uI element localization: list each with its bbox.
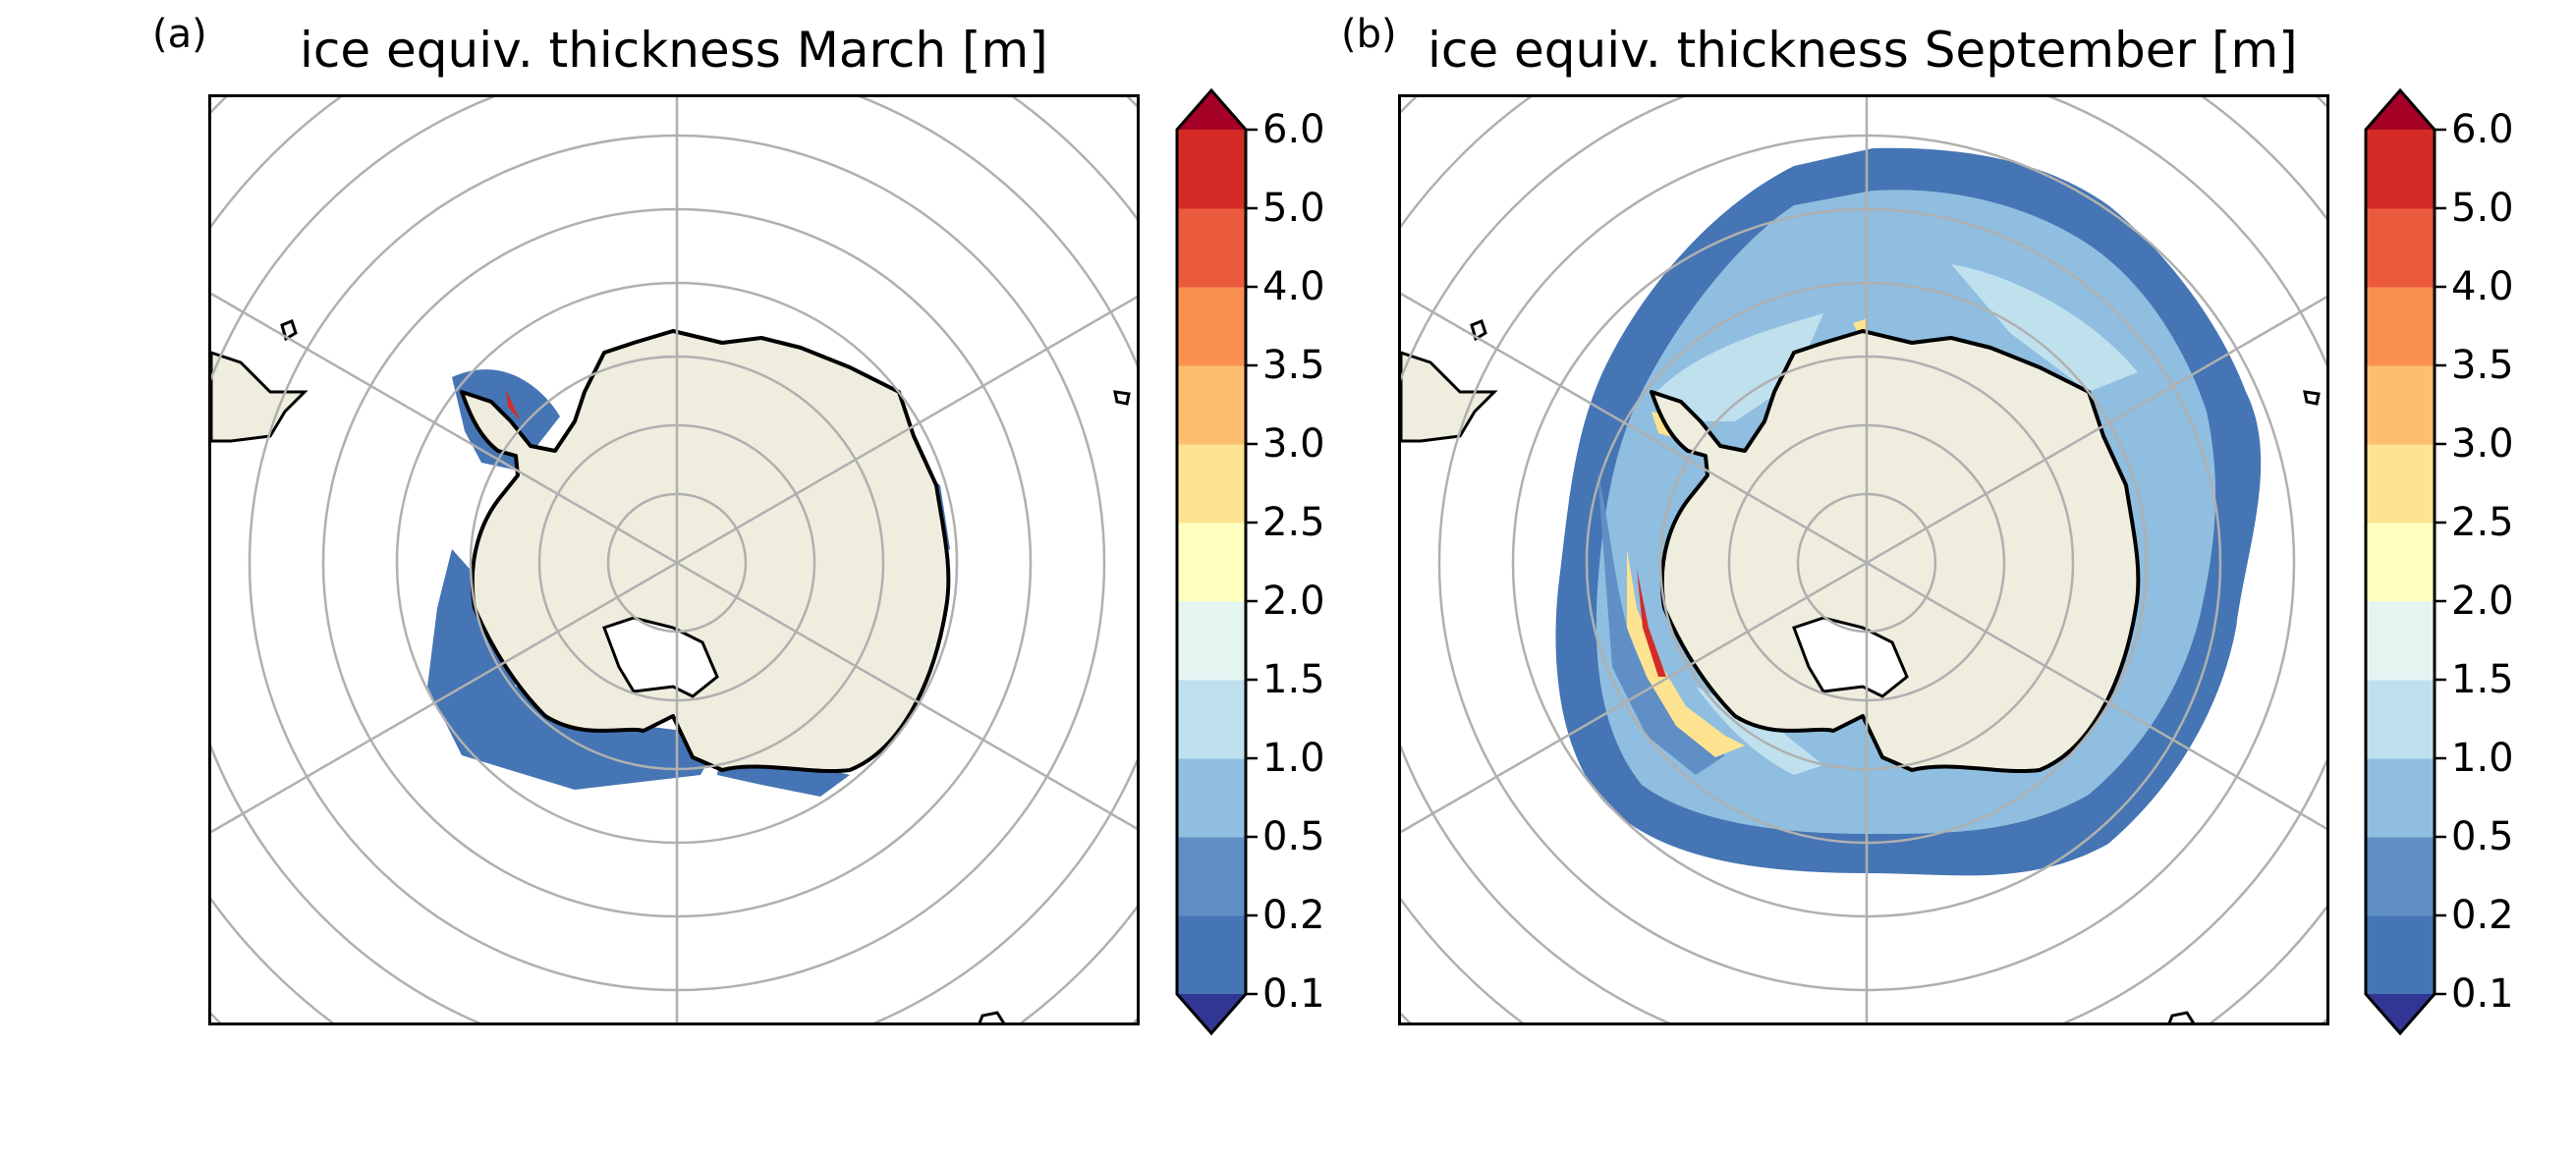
colorbar-segment [1177,287,1246,366]
colorbar-tick-label: 1.0 [2451,736,2514,781]
colorbar-segment [1177,915,1246,995]
colorbar-tick-label: 3.0 [1262,421,1325,467]
graticule [211,97,1137,1022]
colorbar-over-extension [2366,90,2435,130]
colorbar-segment [1177,523,1246,602]
colorbar-tick-label: 0.2 [1262,893,1325,938]
colorbar-segment [1177,837,1246,916]
colorbar-segment [2366,365,2435,445]
colorbar-tick-label: 2.0 [1262,579,1325,624]
other-landmasses [1401,319,2321,1022]
colorbar-tick-label: 2.5 [1262,500,1325,545]
colorbar-tick-label: 1.0 [1262,736,1325,781]
colorbar-segment [2366,287,2435,366]
colorbar-segment [2366,523,2435,602]
panel-a-title: ice equiv. thickness March [m] [300,22,1048,79]
map-september [1398,94,2329,1025]
colorbar-tick-label: 1.5 [2451,657,2514,702]
antarctica-land [460,329,951,774]
colorbar-segment [2366,130,2435,209]
colorbar-segment [1177,444,1246,524]
colorbar-segment [1177,130,1246,209]
colorbar-tick-label: 3.5 [1262,343,1325,388]
colorbar-tick-label: 0.1 [1262,971,1325,1017]
colorbar-tick-label: 6.0 [1262,107,1325,152]
panel-a-label: (a) [152,12,207,57]
colorbar-tick-label: 5.0 [2451,186,2514,231]
colorbar-tick-label: 1.5 [1262,657,1325,702]
colorbar-tick-label: 2.5 [2451,500,2514,545]
colorbar-tick-label: 5.0 [1262,186,1325,231]
colorbar-tick-label: 4.0 [1262,264,1325,309]
other-landmasses [211,319,1131,1022]
panel-b-label: (b) [1341,12,1397,57]
colorbar-segment [2366,444,2435,524]
colorbar-tick-label: 2.0 [2451,579,2514,624]
map-march [208,94,1140,1025]
colorbar-segment [1177,208,1246,288]
colorbar-segment [2366,680,2435,759]
colorbar-segment [2366,915,2435,995]
colorbar-under-extension [1177,994,1246,1033]
colorbar-tick-label: 4.0 [2451,264,2514,309]
colorbar-under-extension [2366,994,2435,1033]
colorbar-over-extension [1177,90,1246,130]
antarctica-land [1650,329,2141,774]
colorbar-tick-label: 0.2 [2451,893,2514,938]
colorbar-tick-label: 6.0 [2451,107,2514,152]
colorbar-segment [1177,365,1246,445]
colorbar-segment [1177,680,1246,759]
colorbar-segment [2366,837,2435,916]
colorbar-segment [2366,601,2435,681]
colorbar-segment [1177,758,1246,838]
colorbar-segment [1177,601,1246,681]
colorbar-tick-label: 0.1 [2451,971,2514,1017]
graticule [1401,97,2326,1022]
colorbar-september [2364,87,2446,1036]
colorbar-tick-label: 3.5 [2451,343,2514,388]
colorbar-tick-label: 0.5 [2451,814,2514,859]
colorbar-segment [2366,208,2435,288]
colorbar-march [1175,87,1258,1036]
panel-b-title: ice equiv. thickness September [m] [1428,22,2298,79]
colorbar-tick-label: 3.0 [2451,421,2514,467]
colorbar-tick-label: 0.5 [1262,814,1325,859]
colorbar-segment [2366,758,2435,838]
